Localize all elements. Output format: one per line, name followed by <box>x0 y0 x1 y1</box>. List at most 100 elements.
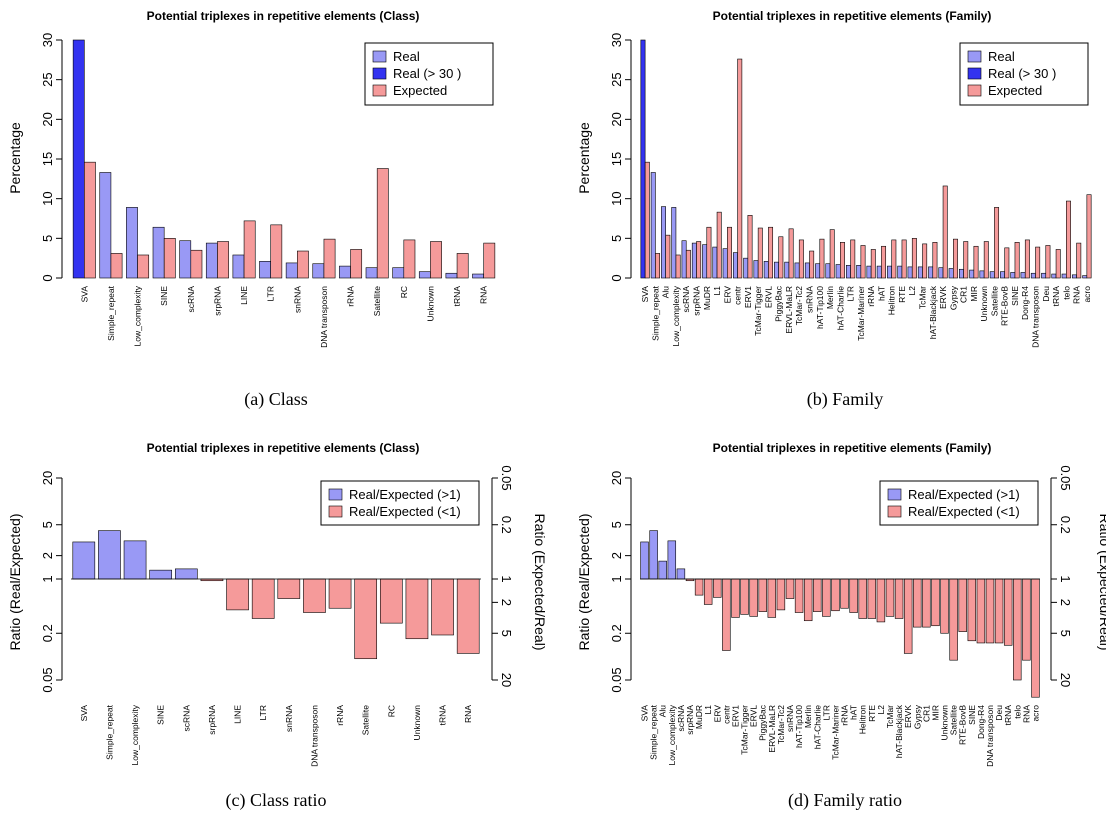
panel-b-bar-real <box>928 266 934 279</box>
panel-b-bar-real <box>917 266 923 279</box>
panel-b-bar-expected <box>788 228 794 279</box>
panel-a-y-tick-label: 10 <box>40 191 55 205</box>
panel-a-legend-swatch <box>372 84 387 97</box>
panel-a-legend-box <box>364 42 494 106</box>
panel-b-y-tick-label: 30 <box>609 33 624 47</box>
panel-a-bar-real <box>259 261 271 279</box>
panel-d-ratio-bar <box>949 578 958 661</box>
panel-b-legend-swatch <box>967 84 982 97</box>
panel-b-category-label: hAT-Blackjack <box>928 285 938 339</box>
panel-c-ratio-bar <box>456 578 480 654</box>
panel-d-ratio-bar <box>894 578 904 619</box>
panel-b-y-tick-label: 20 <box>609 112 624 126</box>
panel-d-category-label: SINE <box>967 705 977 725</box>
panel-b-bar-expected <box>727 226 732 279</box>
panel-a-bar-expected <box>323 238 336 279</box>
panel-d-category-label: hAT <box>849 705 859 720</box>
panel-b-bar-expected <box>1045 245 1051 279</box>
panel-a-bar-real <box>445 272 458 279</box>
panel-b-category-label: RTE-BovB <box>1000 286 1010 326</box>
panel-c-y-tick-label: 2 <box>40 552 55 559</box>
panel-d-legend-label: Real/Expected (>1) <box>908 487 1020 502</box>
panel-d-ratio-bar <box>758 578 767 612</box>
panel-d-category-label: Simple_repeat <box>649 704 659 759</box>
panel-d-ratio-bar <box>958 578 967 632</box>
panel-b-bar-expected <box>953 238 958 279</box>
panel-b-bar-real <box>969 269 975 279</box>
panel-a-bar-expected <box>456 253 469 279</box>
panel-a-legend-label: Real <box>393 49 420 64</box>
panel-d-ratio-bar <box>994 578 1004 644</box>
panel-c-y-tick-label-right: 20 <box>499 673 514 687</box>
panel-d-ratio-bar <box>794 578 804 613</box>
panel-a-bar-expected <box>137 254 150 279</box>
panel-c-y-tick-label-right: 1 <box>499 575 514 582</box>
panel-a-bar-real <box>72 39 85 279</box>
panel-a-category-label: scRNA <box>186 286 196 313</box>
panel-c-title: Potential triplexes in repetitive elemen… <box>147 441 420 455</box>
panel-d-ratio-bar <box>840 578 849 609</box>
panel-a-bar-expected <box>430 241 442 279</box>
panel-d-ratio-bar <box>722 578 731 651</box>
panel-a-category-label: SINE <box>159 286 169 306</box>
panel-b-category-label: ERV <box>722 286 732 304</box>
panel-a-bar-real <box>365 267 378 279</box>
panel-d-category-label: Satellite <box>949 705 959 736</box>
panel-a-category-label: SVA <box>79 286 89 303</box>
panel-a-category-label: LTR <box>266 286 276 301</box>
panel-d-category-label: snRNA <box>785 705 795 732</box>
panel-b-bar-real <box>876 265 882 279</box>
panel-a-category-label: LINE <box>239 286 249 305</box>
panel-d-y-tick-label-right: 1 <box>1058 575 1073 582</box>
panel-b-legend-label: Expected <box>988 83 1042 98</box>
panel-c-category-label: rRNA <box>335 705 345 726</box>
panel-a-category-label: DNA transposon <box>319 286 329 348</box>
panel-b-bar-expected <box>655 253 661 279</box>
panel-a-bar-real <box>152 226 165 279</box>
panel-b-category-label: TcMar <box>918 286 928 309</box>
panel-d-category-label: ERV <box>712 705 722 723</box>
panel-c-y-tick-label: 20 <box>40 471 55 485</box>
panel-d-category-label: Gypsy <box>912 704 922 729</box>
panel-c-ratio-bar <box>431 578 454 636</box>
panel-b-caption: (b) Family <box>807 389 884 410</box>
panel-d-category-label: TcMar-Mariner <box>831 705 841 760</box>
panel-a-category-label: rRNA <box>346 286 356 307</box>
panel-a-title: Potential triplexes in repetitive elemen… <box>147 9 420 23</box>
panel-b-bar-real <box>907 266 913 279</box>
panel-d-ratio-bar <box>658 560 667 580</box>
panel-b-bar-real <box>712 246 718 279</box>
panel-d-category-label: TcMar-Tigger <box>740 705 750 755</box>
panel-d-ratio-bar <box>967 578 977 642</box>
panel-a-bar-expected <box>403 239 416 279</box>
panel-d-ratio-bar <box>640 541 649 580</box>
panel-b-category-label: Low_complexity <box>671 285 681 346</box>
panel-b-category-label: Dong-R4 <box>1020 286 1030 320</box>
panel-c-category-label: srpRNA <box>207 705 217 735</box>
panel-b-bar-real <box>958 268 964 279</box>
panel-b-bar-expected <box>1014 242 1020 279</box>
panel-c-ratio-bar <box>379 578 403 624</box>
panel-b-bar-expected <box>747 215 753 279</box>
panel-b-bar-real <box>753 260 759 279</box>
panel-b-bar-expected <box>644 161 650 279</box>
panel-d-ratio-bar <box>1031 578 1040 698</box>
panel-b-y-tick-label: 0 <box>609 274 624 281</box>
panel-b-bar-real <box>1051 273 1057 279</box>
panel-d-ratio-bar <box>776 578 786 611</box>
panel-b-category-label: ERVL-MaLR <box>784 286 794 334</box>
panel-a-bar-expected <box>350 249 363 279</box>
panel-b-bar-expected <box>685 249 691 279</box>
panel-b-bar-real <box>835 264 841 279</box>
panel-d-category-label: centr <box>721 705 731 724</box>
panel-c-y-tick-label-right: 0.2 <box>499 516 514 534</box>
panel-b-category-label: Helitron <box>887 286 897 316</box>
panel-c-ratio-bar <box>277 578 301 599</box>
panel-c-category-label: LTR <box>258 705 268 720</box>
panel-a-y-tick-label: 25 <box>40 72 55 86</box>
panel-a-bar-expected <box>84 161 96 279</box>
panel-b-bar-expected <box>983 241 989 279</box>
panel-b-legend-label: Real (> 30 ) <box>988 66 1056 81</box>
panel-c-caption: (c) Class ratio <box>226 790 327 811</box>
panel-b-bar-expected <box>963 241 969 279</box>
